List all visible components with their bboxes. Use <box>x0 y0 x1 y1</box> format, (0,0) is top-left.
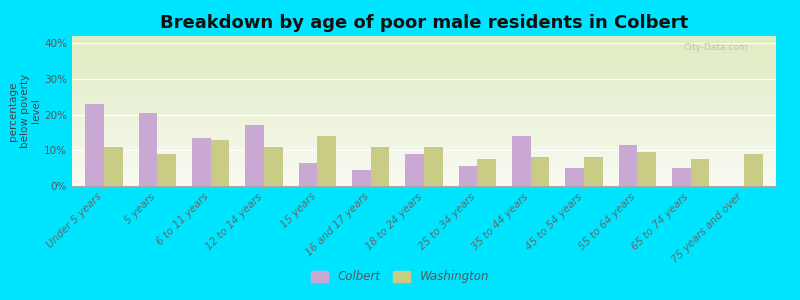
Bar <box>672 168 690 186</box>
Bar <box>352 170 370 186</box>
Bar <box>566 168 584 186</box>
Bar <box>210 140 230 186</box>
Bar <box>192 138 210 186</box>
Bar <box>370 147 390 186</box>
Bar <box>530 158 550 186</box>
Title: Breakdown by age of poor male residents in Colbert: Breakdown by age of poor male residents … <box>160 14 688 32</box>
Bar <box>104 147 122 186</box>
Text: City-Data.com: City-Data.com <box>683 44 748 52</box>
Legend: Colbert, Washington: Colbert, Washington <box>306 266 494 288</box>
Bar <box>512 136 530 186</box>
Bar <box>424 147 442 186</box>
Text: percentage
below poverty
level: percentage below poverty level <box>8 74 42 148</box>
Bar <box>618 145 638 186</box>
Bar <box>138 113 158 186</box>
Bar <box>744 154 762 186</box>
Bar <box>318 136 336 186</box>
Bar <box>584 158 602 186</box>
Bar <box>298 163 318 186</box>
Bar <box>86 104 104 186</box>
Bar <box>690 159 710 186</box>
Bar <box>458 167 478 186</box>
Bar <box>264 147 282 186</box>
Bar <box>246 125 264 186</box>
Bar <box>406 154 424 186</box>
Bar <box>478 159 496 186</box>
Bar <box>638 152 656 186</box>
Bar <box>158 154 176 186</box>
